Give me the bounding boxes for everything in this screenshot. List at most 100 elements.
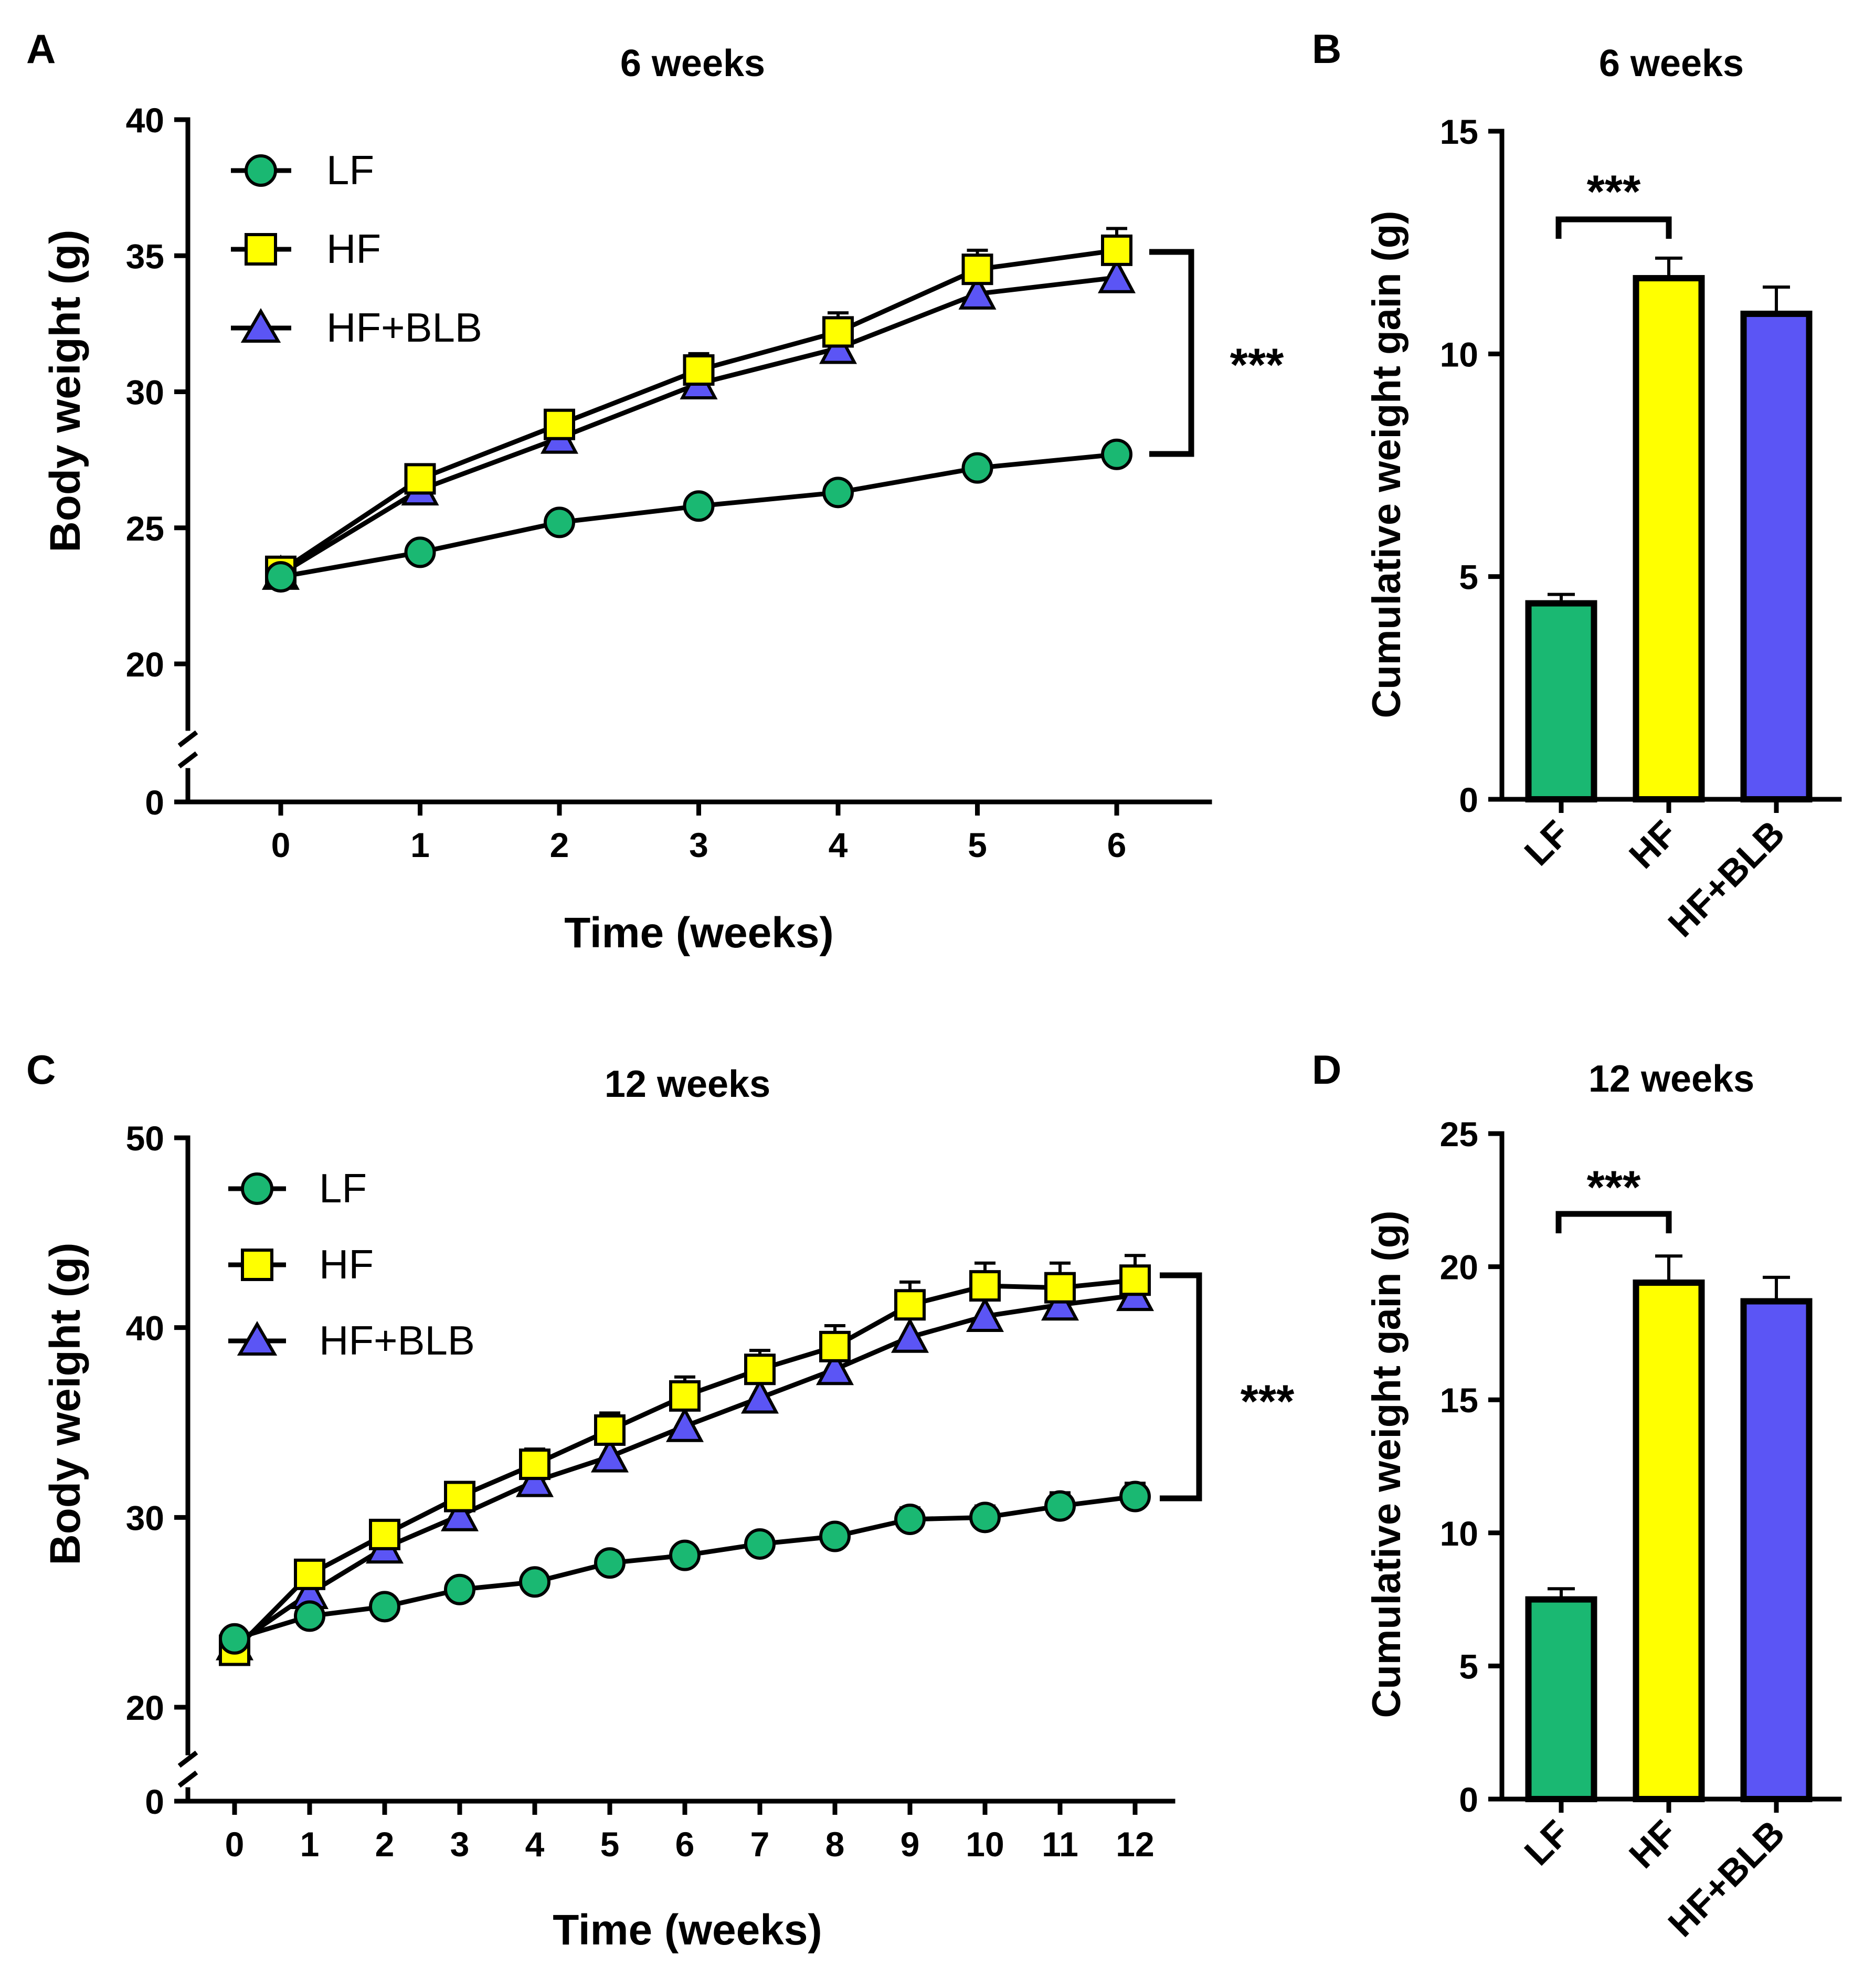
x-tick-label: 0 <box>225 1825 245 1864</box>
panel-label-c: C <box>26 1046 56 1093</box>
legend-marker-hf <box>245 233 277 266</box>
significance-bracket <box>1160 1272 1202 1501</box>
y-tick-label: 20 <box>126 1688 164 1727</box>
legend-label-hfblb: HF+BLB <box>326 304 482 351</box>
y-axis-break-mark <box>177 751 198 769</box>
bar <box>1633 275 1705 802</box>
data-point <box>819 1520 851 1552</box>
significance-marker: *** <box>1241 1375 1295 1427</box>
y-axis-label: Cumulative weight gain (g) <box>1364 1211 1409 1718</box>
chart-title: 6 weeks <box>620 43 765 84</box>
data-point <box>590 1437 629 1473</box>
chart-title: 12 weeks <box>605 1063 770 1105</box>
bar <box>1525 1596 1597 1803</box>
x-tick-label: 11 <box>1042 1825 1078 1864</box>
data-point <box>404 463 436 495</box>
significance-marker: *** <box>1230 339 1284 390</box>
legend: LF HF HF+BLB <box>228 1165 475 1363</box>
y-tick-label: 10 <box>1440 1514 1478 1553</box>
y-tick-label: 40 <box>126 101 164 140</box>
x-tick-label: 9 <box>901 1825 920 1864</box>
y-tick-label: 40 <box>126 1309 164 1348</box>
panel-label-d: D <box>1312 1046 1341 1093</box>
legend-marker-lf <box>241 1172 273 1205</box>
data-point <box>519 1566 550 1598</box>
data-point <box>544 506 575 538</box>
bar <box>1740 310 1813 802</box>
y-tick-label: 5 <box>1459 558 1478 597</box>
significance-bracket <box>1555 1211 1672 1233</box>
legend-marker-lf <box>245 154 277 187</box>
data-point <box>294 1558 325 1590</box>
x-tick-label: 8 <box>825 1825 845 1864</box>
legend-label-hf: HF <box>326 226 381 272</box>
chart-title: 12 weeks <box>1588 1058 1754 1100</box>
series-lf <box>219 1481 1151 1655</box>
y-tick-label: 0 <box>1459 780 1478 819</box>
x-tick-label: 1 <box>300 1825 320 1864</box>
data-point <box>219 1623 250 1655</box>
y-axis-label: Cumulative weight gain (g) <box>1364 211 1409 718</box>
data-point <box>894 1289 926 1321</box>
x-tick-label: HF <box>1621 812 1685 876</box>
significance-bracket <box>1555 216 1672 239</box>
x-axis-label: Time (weeks) <box>564 909 834 957</box>
y-tick-label: 5 <box>1459 1647 1478 1686</box>
y-tick-label: 10 <box>1440 335 1478 374</box>
data-point <box>594 1414 626 1446</box>
data-point <box>822 477 854 509</box>
y-tick-label: 25 <box>126 509 164 548</box>
panel-label-a: A <box>26 26 56 72</box>
data-point <box>669 1380 701 1412</box>
data-point <box>961 253 993 285</box>
data-point <box>1044 1272 1076 1304</box>
series-line <box>279 248 1117 574</box>
data-point <box>544 408 575 440</box>
data-point <box>1119 1481 1151 1513</box>
data-point <box>894 1503 926 1535</box>
data-point <box>1119 1264 1151 1296</box>
legend-label-lf: LF <box>326 147 374 193</box>
data-point <box>969 1270 1001 1302</box>
panel-a-line-chart: 6 weeks Time (weeks) Body weight (g) LF … <box>41 43 1284 957</box>
x-tick-label: 1 <box>410 826 430 864</box>
x-tick-label: 7 <box>750 1825 770 1864</box>
y-tick-label: 15 <box>1440 1381 1478 1420</box>
x-tick-label: 3 <box>450 1825 470 1864</box>
data-point <box>440 1496 479 1531</box>
data-point <box>1041 1285 1079 1321</box>
x-axis-label: Time (weeks) <box>553 1906 822 1954</box>
x-tick-label: HF+BLB <box>1660 812 1793 945</box>
y-axis-break-mark <box>177 1750 198 1768</box>
y-tick-label: 0 <box>145 783 164 822</box>
x-tick-label: 6 <box>675 1825 695 1864</box>
data-point <box>819 1330 851 1362</box>
data-point <box>369 1591 400 1623</box>
legend-marker-hf <box>241 1249 273 1281</box>
data-point <box>816 1349 854 1386</box>
data-point <box>822 316 854 348</box>
data-point <box>444 1481 475 1513</box>
data-point <box>404 536 436 568</box>
x-tick-label: LF <box>1517 1812 1577 1873</box>
legend: LF HF HF+BLB <box>231 147 482 351</box>
panel-d-bar-chart: 12 weeks Cumulative weight gain (g) 0 5 10… <box>1364 1058 1842 1944</box>
data-point <box>1101 234 1132 266</box>
x-tick-label: 5 <box>968 826 987 864</box>
y-axis-break-mark <box>177 730 198 748</box>
data-point <box>961 452 993 484</box>
x-tick-label: 12 <box>1116 1825 1154 1864</box>
y-tick-label: 25 <box>1440 1115 1478 1154</box>
legend-label-hfblb: HF+BLB <box>319 1317 475 1363</box>
panel-label-b: B <box>1312 26 1341 72</box>
y-tick-label: 35 <box>126 237 164 276</box>
x-tick-label: LF <box>1517 812 1577 873</box>
x-tick-label: 4 <box>829 826 848 864</box>
data-point <box>1044 1490 1076 1522</box>
y-axis-label: Body weight (g) <box>41 1243 89 1566</box>
data-point <box>444 1573 475 1605</box>
data-point <box>683 490 715 522</box>
